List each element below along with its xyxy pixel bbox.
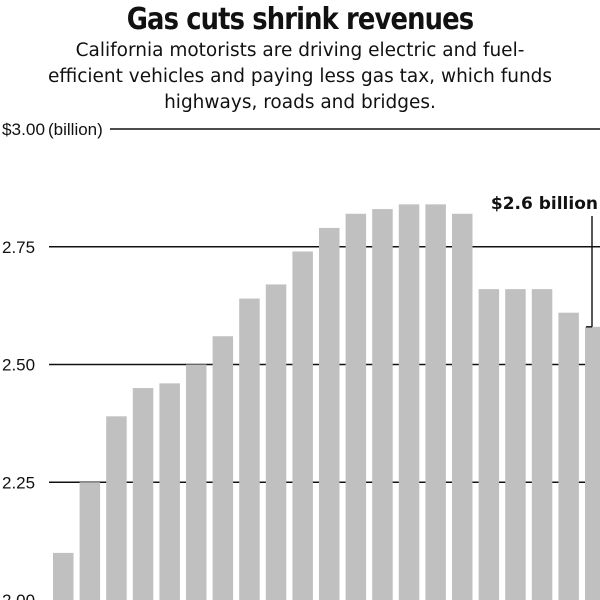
bar [478, 289, 500, 600]
bar [505, 289, 526, 600]
bar [132, 388, 154, 600]
chart-title: Gas cuts shrink revenues [126, 2, 474, 37]
annotation-label: $2.6 billion [491, 194, 598, 214]
bar [265, 284, 287, 600]
bar [106, 416, 127, 600]
bar [319, 227, 340, 600]
y-tick-label: 2.50 [2, 356, 35, 375]
bar [345, 213, 367, 600]
y-tick-label: 2.75 [2, 238, 35, 257]
annotation: $2.6 billion [491, 194, 598, 328]
bar [425, 204, 446, 600]
bar [558, 312, 579, 600]
y-tick-label: $3.00 [2, 120, 45, 139]
bar [585, 326, 600, 600]
bar [79, 482, 101, 600]
bar [452, 213, 473, 600]
y-tick-label: 2.25 [2, 473, 35, 492]
y-unit-label: (billion) [48, 120, 103, 139]
bar [53, 552, 74, 600]
y-axis: $3.00(billion) 2.75 2.50 2.25 2.00 [2, 120, 103, 600]
y-tick-label: 2.00 [2, 591, 35, 600]
bar [531, 289, 553, 600]
bar [212, 336, 234, 600]
bar [292, 251, 313, 600]
bar [239, 298, 260, 600]
bar [186, 364, 207, 600]
bar [372, 209, 393, 600]
bars [53, 204, 600, 600]
bar [398, 204, 420, 600]
bar [159, 383, 180, 600]
chart-subtitle: California motorists are driving electri… [47, 40, 553, 113]
